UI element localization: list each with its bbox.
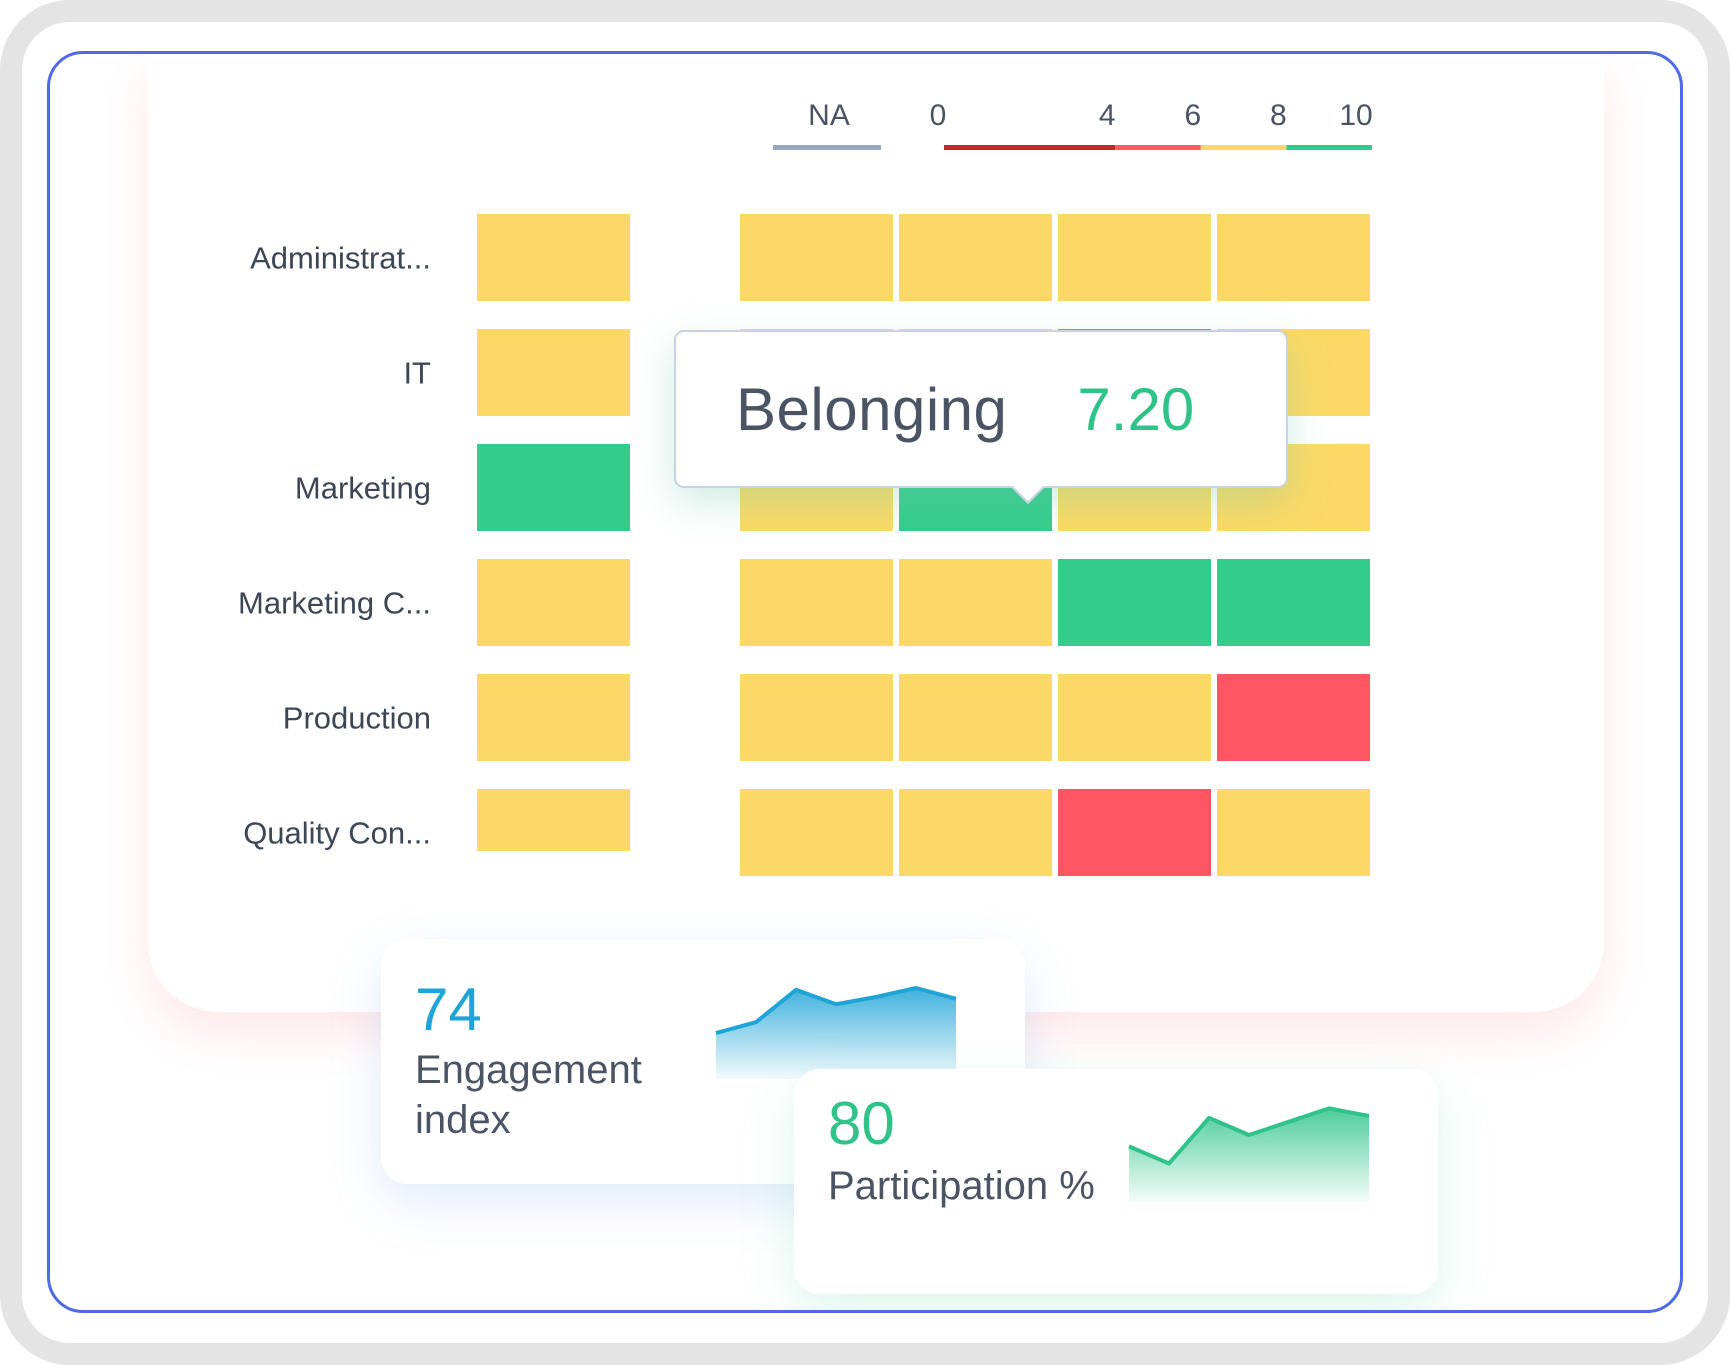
sparkline-line	[715, 986, 957, 1035]
sparkline-area	[716, 988, 956, 1079]
tooltip-label: Belonging	[736, 375, 1008, 443]
heatmap-cell[interactable]	[740, 674, 893, 761]
heatmap-cell[interactable]	[477, 674, 630, 761]
legend-tick-label: 10	[1339, 99, 1372, 132]
heatmap-cell[interactable]	[1058, 789, 1211, 876]
heatmap-cell[interactable]	[1217, 214, 1370, 301]
engagement-label: Engagement index	[415, 1048, 642, 1142]
legend-tick-label: 0	[930, 99, 947, 132]
heatmap-cell[interactable]	[740, 214, 893, 301]
legend-tick-label: 8	[1270, 99, 1287, 132]
heatmap-cell[interactable]	[477, 329, 630, 416]
heatmap-tooltip: Belonging 7.20	[674, 330, 1288, 504]
heatmap-cell[interactable]	[899, 674, 1052, 761]
engagement-value: 74	[415, 976, 482, 1043]
heatmap-cell[interactable]	[477, 214, 630, 301]
participation-sparkline	[1128, 1106, 1370, 1202]
participation-label: Participation %	[828, 1164, 1095, 1208]
heatmap-card: NA 0 4 6 8 10 Administrat... IT Marketing Marketi…	[148, 54, 1604, 1012]
heatmap-chart: NA 0 4 6 8 10 Administrat... IT Marketing Marketi…	[238, 99, 1373, 876]
row-label: Marketing C...	[238, 586, 431, 621]
heatmap-cell[interactable]	[1058, 674, 1211, 761]
row-label: Marketing	[295, 471, 431, 506]
sparkline-line	[1128, 1106, 1370, 1166]
row-label: Administrat...	[250, 241, 431, 276]
legend-segment	[1115, 145, 1201, 150]
sparkline-area	[1129, 1108, 1369, 1202]
heatmap-cell[interactable]	[1217, 789, 1370, 876]
heatmap-cell[interactable]	[1217, 559, 1370, 646]
heatmap-cell[interactable]	[899, 789, 1052, 876]
row-label: IT	[403, 356, 431, 391]
legend-na-label: NA	[808, 99, 850, 132]
legend-segment	[944, 145, 1116, 150]
heatmap-cell[interactable]	[899, 214, 1052, 301]
row-label: Quality Con...	[243, 816, 431, 851]
dashboard-frame: NA 0 4 6 8 10 Administrat... IT Marketing Marketi…	[47, 51, 1683, 1313]
participation-card[interactable]: 80 Participation %	[794, 1069, 1438, 1294]
heatmap-cell[interactable]	[1058, 214, 1211, 301]
legend-tick-label: 4	[1099, 99, 1116, 132]
legend-segment	[1286, 145, 1372, 150]
heatmap-cell[interactable]	[740, 789, 893, 876]
engagement-sparkline	[715, 986, 957, 1079]
heatmap-cell[interactable]	[1217, 674, 1370, 761]
heatmap-cell[interactable]	[899, 559, 1052, 646]
legend-tick-label: 6	[1184, 99, 1201, 132]
tooltip-value: 7.20	[1077, 375, 1195, 443]
heatmap-cell[interactable]	[740, 559, 893, 646]
heatmap-cell[interactable]	[477, 789, 630, 851]
heatmap-cell[interactable]	[477, 444, 630, 531]
heatmap-cell[interactable]	[477, 559, 630, 646]
legend-na-bar	[773, 145, 881, 150]
heatmap-cell[interactable]	[1058, 559, 1211, 646]
participation-value: 80	[828, 1090, 895, 1157]
legend-segment	[1200, 145, 1287, 150]
row-label: Production	[283, 701, 431, 736]
